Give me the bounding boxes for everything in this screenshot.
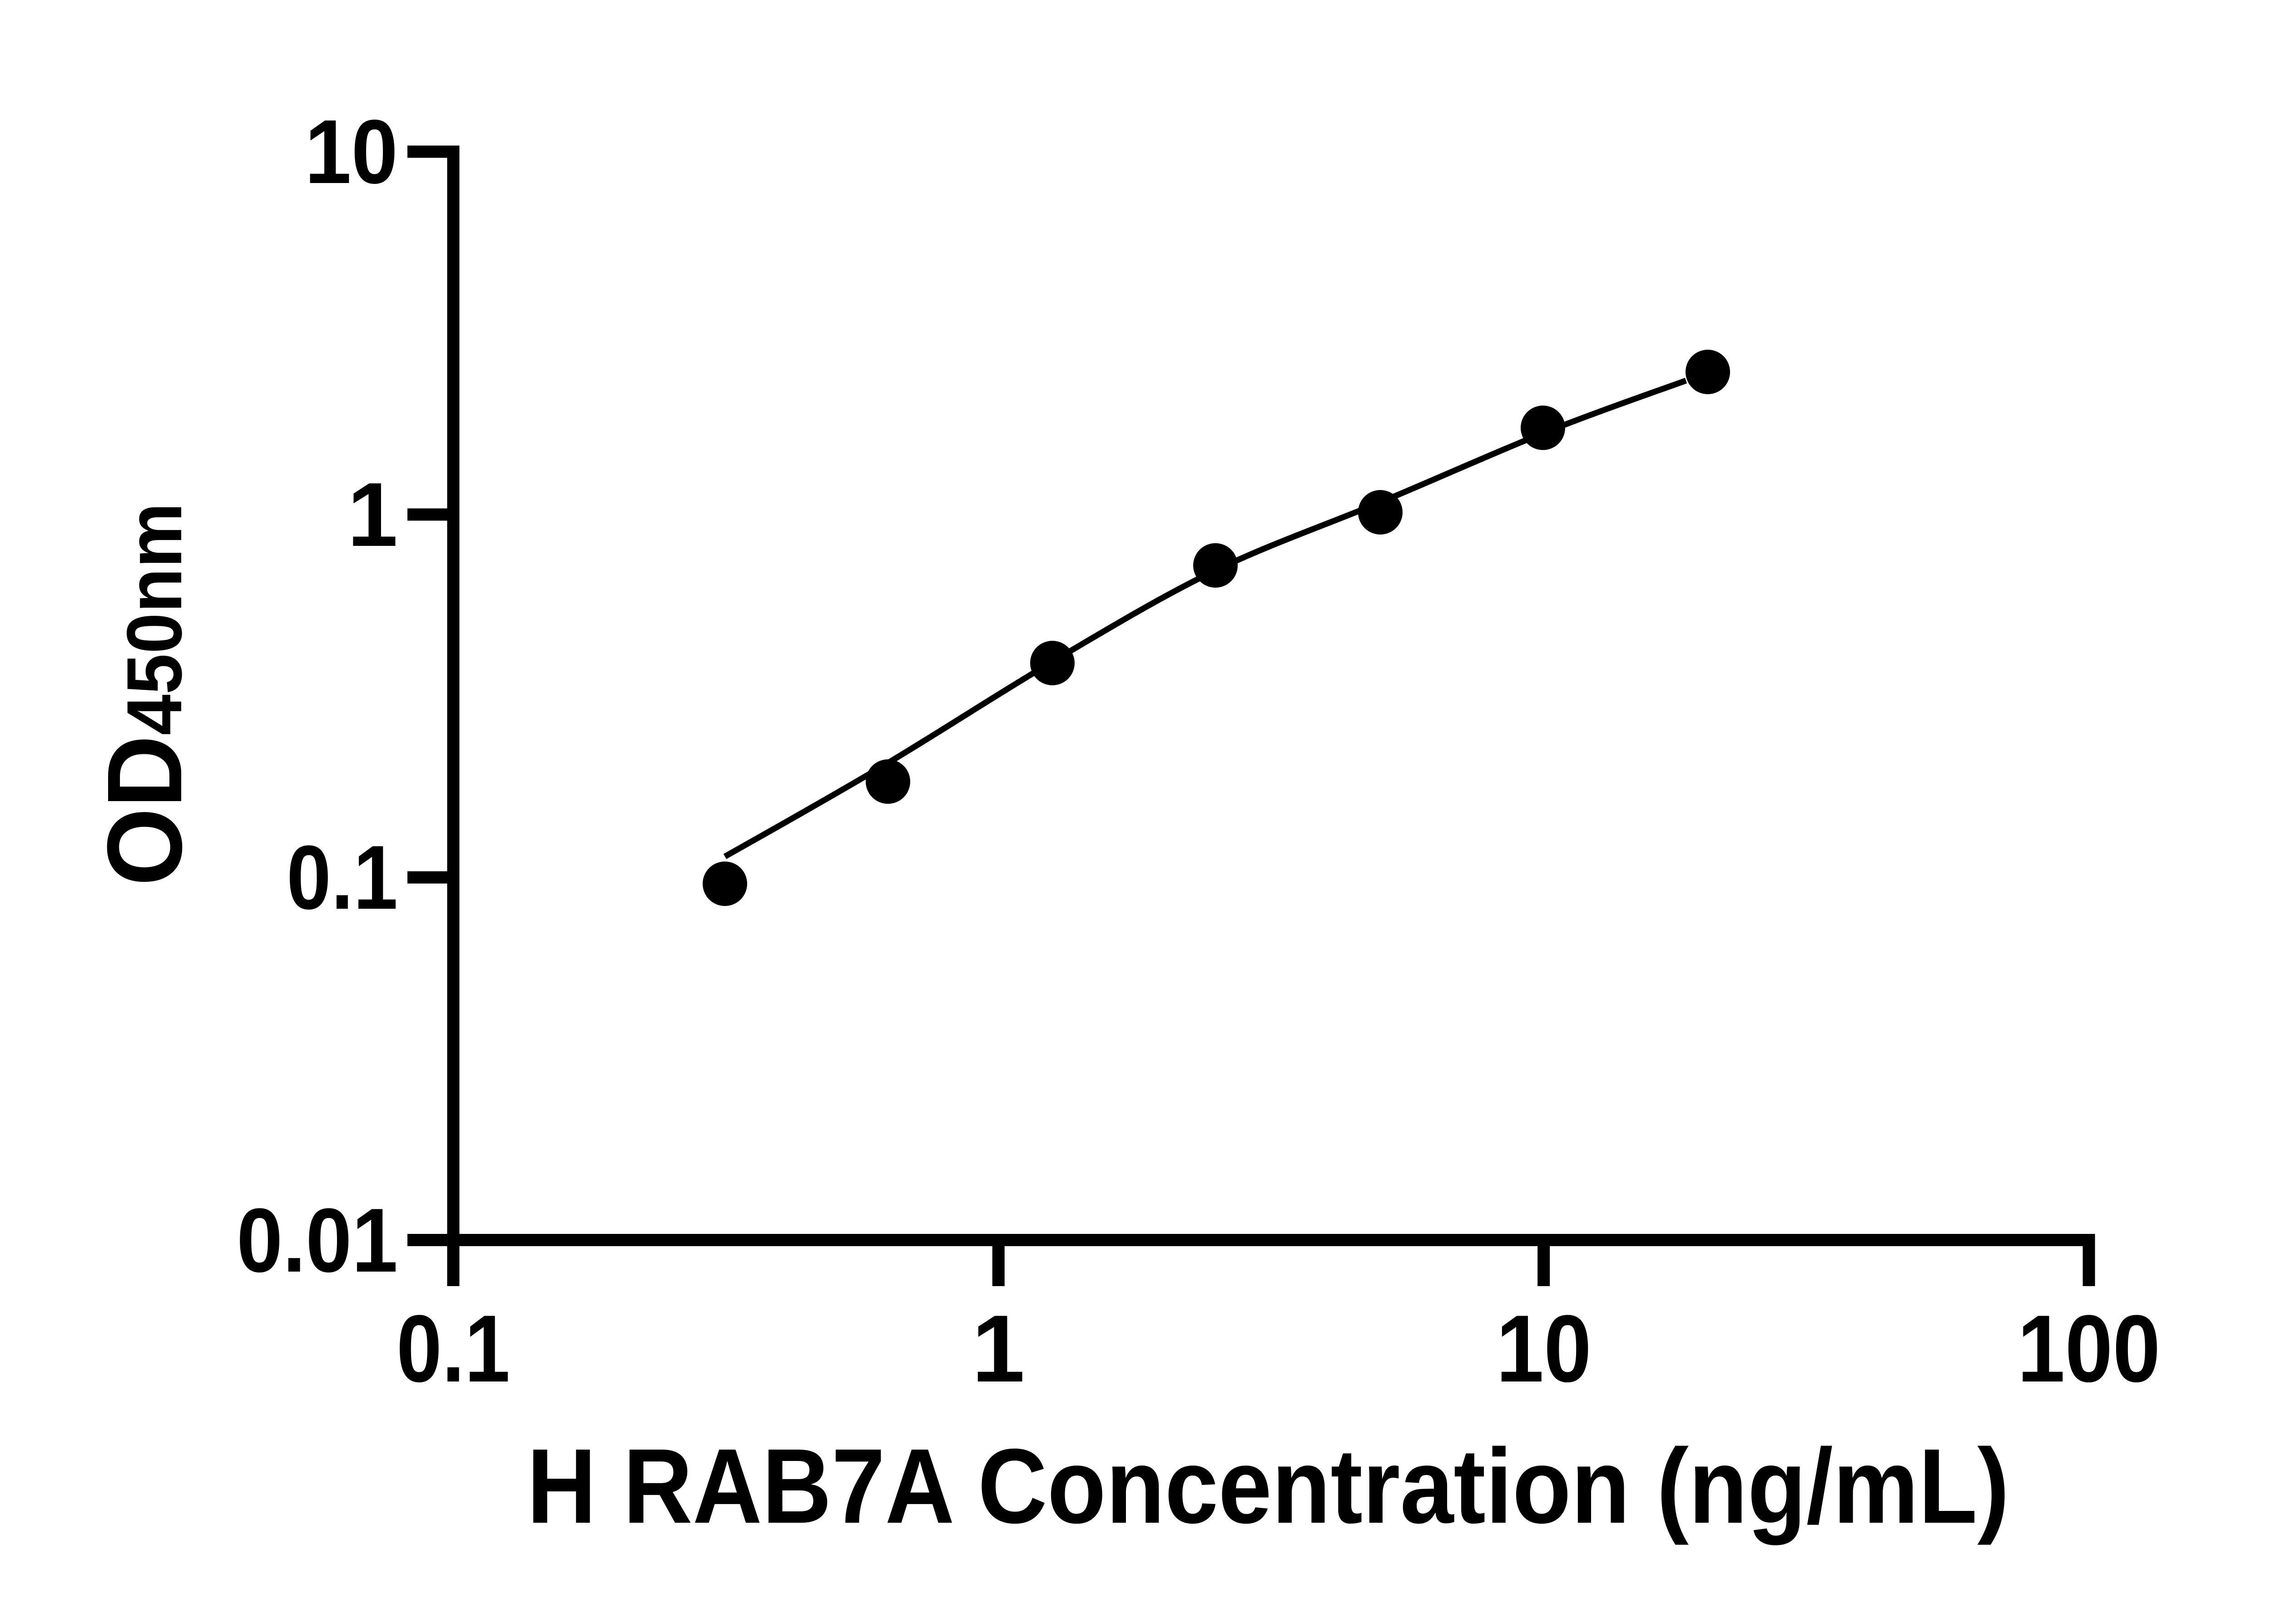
- svg-text:H RAB7A Concentration (ng/mL): H RAB7A Concentration (ng/mL): [527, 1426, 2009, 1545]
- svg-text:OD: OD: [85, 735, 204, 886]
- svg-text:0.1: 0.1: [287, 827, 398, 928]
- svg-text:0.01: 0.01: [237, 1190, 398, 1291]
- svg-text:10: 10: [305, 101, 398, 203]
- svg-text:10: 10: [1496, 1295, 1592, 1402]
- svg-text:0.1: 0.1: [397, 1295, 510, 1402]
- svg-text:1: 1: [972, 1295, 1025, 1402]
- svg-text:100: 100: [2018, 1295, 2161, 1402]
- svg-text:450nm: 450nm: [111, 503, 198, 735]
- svg-text:1: 1: [347, 464, 398, 565]
